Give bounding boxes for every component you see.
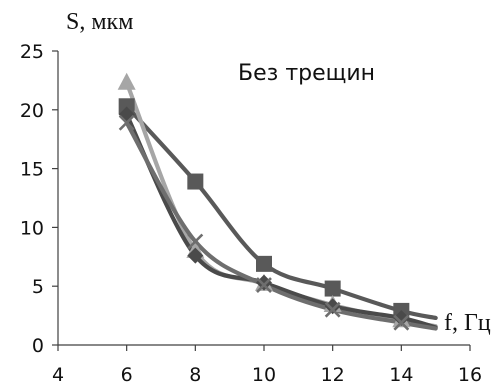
y-tick-label: 25 (20, 41, 44, 63)
y-tick-label: 20 (20, 100, 44, 122)
y-axis-title: S, мкм (66, 9, 133, 35)
data-point-square (256, 255, 272, 272)
x-axis-title: f, Гц (444, 310, 491, 336)
data-point-cross (118, 114, 135, 131)
data-point-diamond (256, 274, 272, 291)
series-markers (117, 72, 411, 331)
data-point-diamond (324, 298, 341, 315)
axes: 0 5 10 15 20 25 4 6 8 10 12 14 16 (20, 41, 482, 386)
y-tick-label: 0 (32, 335, 44, 357)
data-point-cross (256, 277, 272, 293)
x-tick-label: 4 (52, 364, 64, 386)
x-tick-label: 16 (458, 364, 482, 386)
x-tick-label: 8 (189, 364, 201, 386)
x-tick-label: 12 (321, 364, 345, 386)
data-point-triangle (117, 72, 136, 90)
data-point-cross (393, 314, 410, 331)
y-ticks: 0 5 10 15 20 25 (20, 41, 58, 357)
y-tick-label: 15 (20, 159, 44, 181)
series-line-diamond (124, 112, 438, 330)
chart-title: Без трещин (238, 61, 375, 86)
x-tick-label: 14 (389, 364, 413, 386)
y-tick-label: 10 (20, 217, 44, 239)
data-point-cross (324, 301, 341, 318)
x-tick-label: 6 (121, 364, 133, 386)
data-point-square (324, 280, 341, 297)
data-point-diamond (393, 309, 410, 326)
data-point-cross (187, 233, 204, 250)
y-tick-label: 5 (32, 276, 44, 298)
data-point-diamond (187, 247, 204, 264)
data-point-square (118, 98, 135, 115)
data-point-square (187, 173, 204, 190)
series-lines (124, 80, 438, 331)
x-tick-label: 10 (252, 364, 276, 386)
x-ticks: 4 6 8 10 12 14 16 (52, 345, 482, 386)
